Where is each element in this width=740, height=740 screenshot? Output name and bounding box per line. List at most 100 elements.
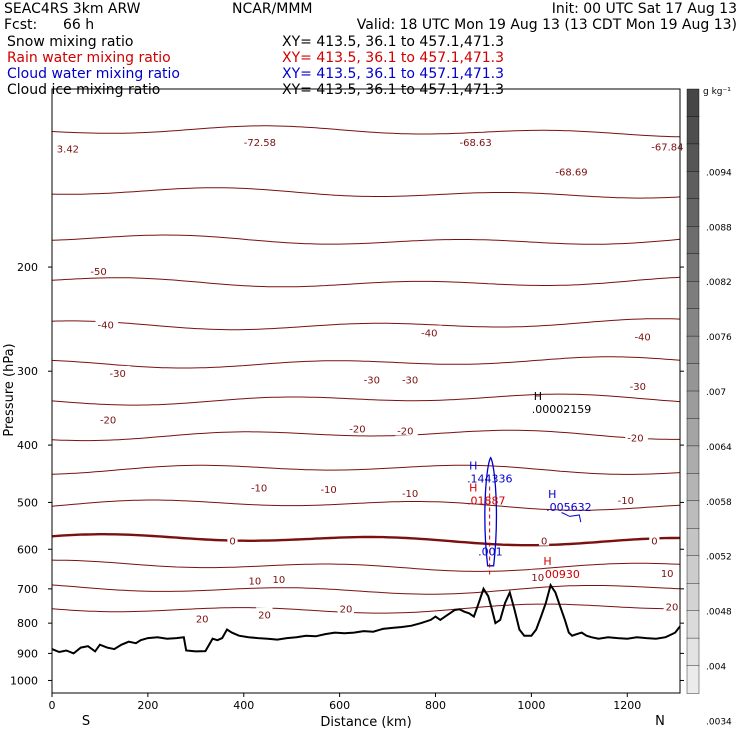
isotherm-line <box>51 318 681 331</box>
terrain-line <box>51 582 681 655</box>
field-label-snow: Snow mixing ratio <box>7 34 134 50</box>
colorbar-cell <box>686 555 700 584</box>
colorbar-label: .0064 <box>706 443 732 453</box>
x-tick-label: 200 <box>137 699 158 712</box>
extremum-value: .005632 <box>546 501 592 514</box>
extremum-value: .001 <box>478 545 503 558</box>
extremum-value: .144336 <box>467 472 513 485</box>
isotherm-label-bg <box>97 412 121 425</box>
isotherm-label-bg <box>553 164 595 177</box>
isotherm-label: -30 <box>364 376 380 387</box>
isotherm-label: 10 <box>531 573 544 584</box>
plot-frame <box>51 88 681 694</box>
isotherm-line <box>51 125 681 138</box>
isotherm-label-bg <box>649 533 660 546</box>
colorbar-cell <box>686 116 700 145</box>
colorbar-cell <box>686 308 700 337</box>
isotherm-label-bg <box>399 485 423 498</box>
colorbar-label: .0088 <box>706 223 732 233</box>
extremum-kind: H <box>548 488 556 501</box>
isotherm-label-bg <box>241 135 283 148</box>
extremum-value: .00002159 <box>532 403 592 416</box>
isotherm-label: 10 <box>661 569 674 580</box>
isotherm-line <box>51 584 681 595</box>
isotherm-label-bg <box>227 533 238 546</box>
colorbar-label: .004 <box>706 663 726 673</box>
isotherm-label: -20 <box>397 427 413 438</box>
isotherm-label-bg <box>256 607 273 620</box>
x-tick-label: 0 <box>49 699 56 712</box>
y-tick-label: 500 <box>17 496 38 509</box>
colorbar: g kg⁻¹ .0094 .0088 .0082 .0076 .007 .0064 .0058… <box>686 87 732 728</box>
hydrometeor-contours <box>484 456 582 576</box>
isotherm-label-bg <box>193 611 211 624</box>
isotherm-label: -10 <box>402 489 418 500</box>
isotherm-label: -68.69 <box>555 168 587 179</box>
x-tick-label: 1200 <box>613 699 641 712</box>
x-tick-label: 800 <box>425 699 446 712</box>
isotherm-label: -50 <box>90 267 106 278</box>
isotherm-line <box>51 603 680 614</box>
y-tick-label: 900 <box>17 647 38 660</box>
isotherm-label-bg <box>337 601 355 614</box>
isotherm-label-bg <box>248 480 272 493</box>
y-tick-label: 200 <box>17 261 38 274</box>
field-xy-cloud-ice: XY= 413.5, 36.1 to 457.1,471.3 <box>282 82 505 98</box>
isotherm-label: -20 <box>100 415 116 426</box>
isotherm-label: 20 <box>258 610 271 621</box>
extremum-kind: H <box>469 481 477 494</box>
isotherm-label: -10 <box>251 484 267 495</box>
y-tick-label: 700 <box>17 583 38 596</box>
north-label: N <box>655 714 665 729</box>
isotherm-label-bg <box>419 325 442 338</box>
isotherm-label-bg <box>615 492 639 505</box>
isotherm-line <box>51 464 681 475</box>
isotherm-label: 20 <box>666 603 679 614</box>
x-tick-label: 600 <box>329 699 350 712</box>
isotherm-label: -67.84 <box>651 142 683 153</box>
colorbar-cell <box>686 528 700 557</box>
isotherm-label: -68.63 <box>459 138 491 149</box>
model-title: SEAC4RS 3km ARW <box>4 1 141 17</box>
isotherm-line <box>51 276 681 288</box>
center-name: NCAR/MMM <box>232 1 313 17</box>
isotherm-label: 0 <box>541 537 547 548</box>
colorbar-cell <box>686 281 700 310</box>
y-axis-title: Pressure (hPa) <box>2 343 17 436</box>
field-xy-cloud-water: XY= 413.5, 36.1 to 457.1,471.3 <box>282 66 505 82</box>
isotherm-line <box>51 234 681 245</box>
colorbar-label: .0048 <box>706 608 732 618</box>
isotherm-label-bg <box>627 379 651 392</box>
colorbar-cell <box>686 198 700 228</box>
isotherm-labels: -68.69 -67.84 -68.63 -72.58 3.42 -50 -40 -40 -40… <box>54 135 691 625</box>
extremum-value: .01887 <box>467 494 506 507</box>
field-xy-snow: XY= 413.5, 36.1 to 457.1,471.3 <box>282 34 505 50</box>
cloud-water-contour <box>484 456 498 567</box>
isotherm-label: -40 <box>98 320 114 331</box>
south-label: S <box>82 714 90 729</box>
colorbar-cell <box>686 390 700 420</box>
colorbar-cell <box>686 226 700 255</box>
isotherm-label: -30 <box>630 382 646 393</box>
isotherm-label: 3.42 <box>57 144 79 155</box>
isotherm-label-bg <box>395 423 418 436</box>
isotherm-line <box>51 559 681 572</box>
x-tick-label: 400 <box>233 699 254 712</box>
y-tick-label: 1000 <box>10 674 38 687</box>
colorbar-cell <box>686 418 700 447</box>
y-tick-label: 300 <box>17 365 38 378</box>
isotherm-label-bg <box>538 533 550 546</box>
isotherm-label: -30 <box>110 369 126 380</box>
isotherm-label: 20 <box>340 605 353 616</box>
isotherm-label: 10 <box>273 575 286 586</box>
colorbar-cell <box>686 171 700 200</box>
y-tick-label: 400 <box>17 439 38 452</box>
colorbar-unit: g kg⁻¹ <box>703 87 731 97</box>
isotherm-label-bg <box>347 421 370 434</box>
isotherm-label-bg <box>107 365 131 378</box>
colorbar-cell <box>686 143 700 173</box>
isotherm-line <box>51 393 681 406</box>
